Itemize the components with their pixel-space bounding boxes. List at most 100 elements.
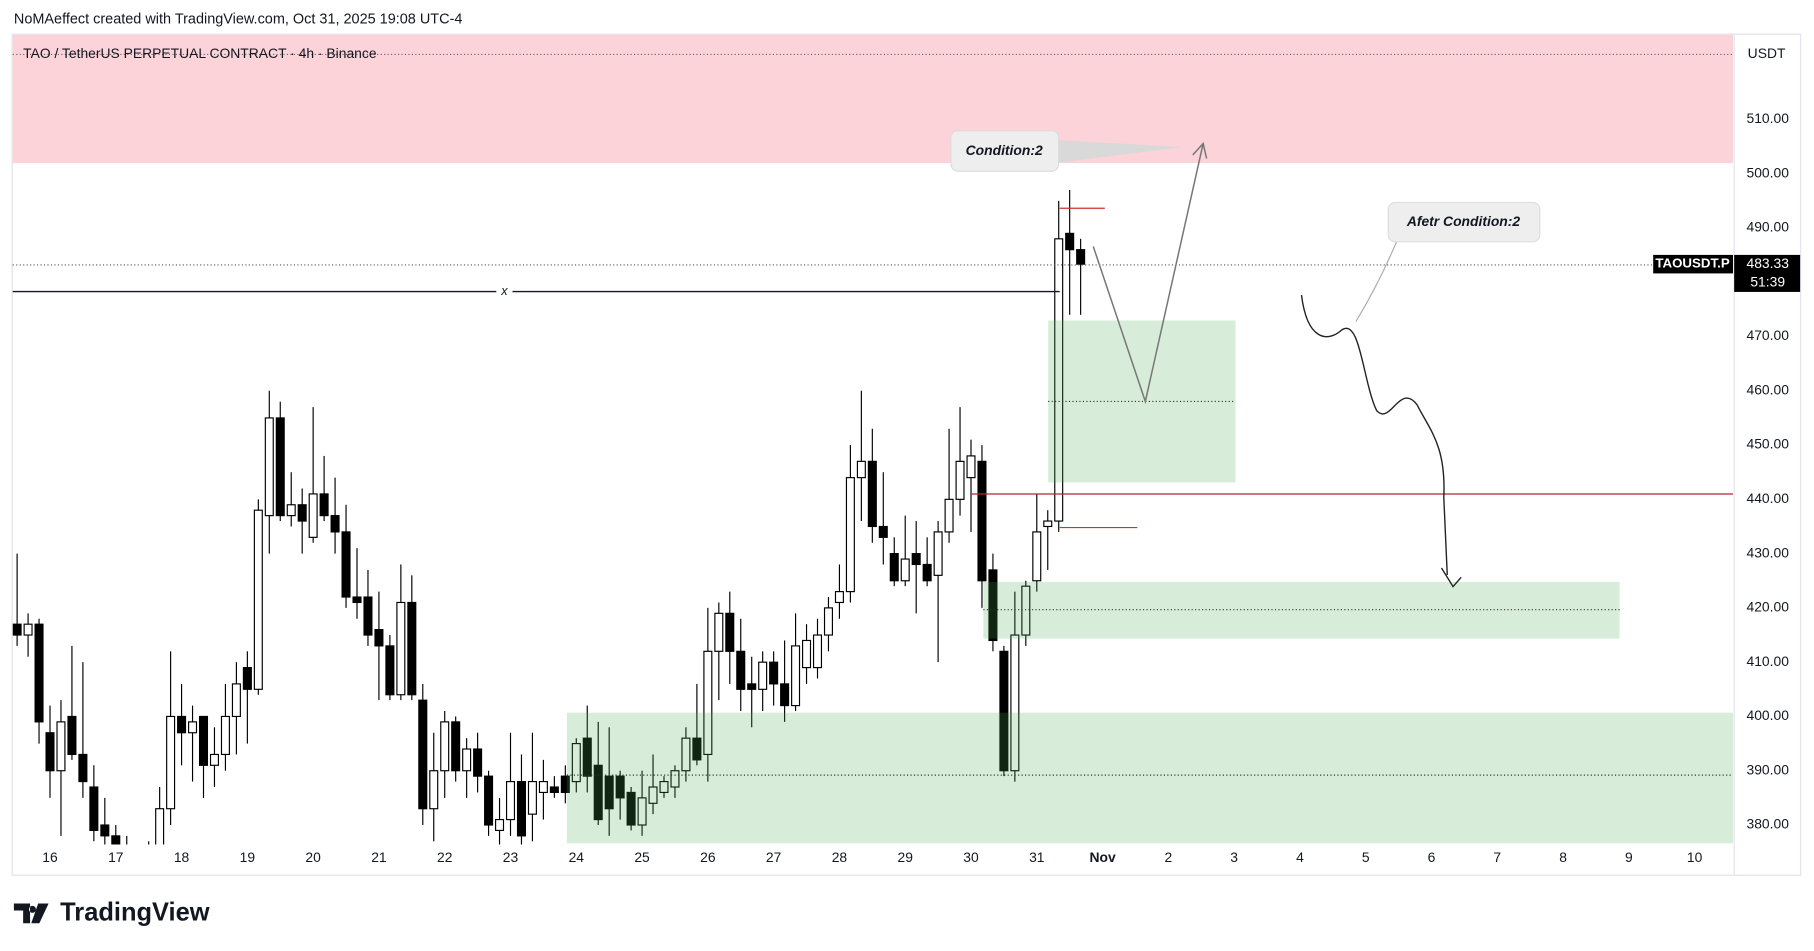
candle-body: [999, 650, 1009, 772]
candle-body: [725, 612, 735, 652]
candle-body: [802, 639, 812, 669]
candle-body: [407, 601, 417, 696]
candle-body: [549, 786, 559, 794]
brand-icon: [13, 903, 49, 924]
x-tick-label: 17: [108, 849, 124, 865]
candle-body: [440, 721, 450, 772]
projection-path: [1300, 294, 1462, 588]
candle-body: [911, 553, 921, 566]
candle-body: [593, 764, 603, 821]
candle-body: [703, 650, 713, 756]
candle-body: [1065, 232, 1075, 251]
x-tick-label: 16: [42, 849, 58, 865]
candle-body: [966, 455, 976, 479]
candle-body: [1021, 585, 1031, 636]
candle-body: [867, 460, 877, 528]
candle-body: [297, 504, 307, 522]
x-tick-label: 18: [174, 849, 190, 865]
candle-body: [111, 835, 121, 845]
credit: NoMAeffect created with TradingView.com,…: [14, 11, 463, 27]
x-tick-label: 4: [1296, 849, 1304, 865]
candle-body: [955, 460, 965, 500]
candle-body: [374, 629, 384, 647]
candle-body: [418, 699, 428, 810]
candle-body: [1054, 238, 1064, 522]
x-tick-label: 20: [305, 849, 321, 865]
candle-body: [198, 715, 209, 766]
candle-body: [604, 775, 614, 810]
y-tick-label: 440.00: [1746, 490, 1789, 506]
callout-text: Afetr Condition:2: [1406, 213, 1521, 229]
candle-body: [220, 715, 230, 756]
candle-body: [253, 509, 263, 690]
demand-zones: [566, 320, 1734, 844]
candle-body: [188, 721, 198, 734]
candle-body: [308, 493, 318, 538]
candle-body: [878, 525, 888, 538]
candle-body: [12, 623, 22, 636]
candle-body: [166, 715, 176, 810]
candle-body: [462, 748, 472, 772]
candle-body: [681, 737, 691, 772]
candle-body: [67, 715, 77, 756]
candle-body: [341, 531, 351, 598]
x-tick-label: 28: [832, 849, 848, 865]
candle-body: [560, 775, 570, 794]
y-tick-label: 450.00: [1746, 436, 1789, 452]
candle-body: [791, 645, 801, 707]
candles: [12, 189, 1086, 845]
x-tick-label: 24: [569, 849, 585, 865]
candle-body: [758, 661, 768, 690]
candle-body: [933, 531, 943, 576]
candle-body: [659, 781, 669, 794]
candle-body: [856, 460, 866, 479]
level-label: x: [500, 283, 508, 298]
candle-body: [495, 819, 505, 832]
callout-tail: [1355, 239, 1399, 322]
candle-body: [637, 797, 647, 826]
candle-body: [900, 558, 910, 582]
demand-zone: [983, 581, 1620, 639]
x-tick-label: 5: [1362, 849, 1370, 865]
candle-body: [670, 770, 680, 788]
x-tick-label: 23: [503, 849, 519, 865]
candle-body: [89, 786, 99, 832]
candle-body: [286, 504, 296, 517]
candle-body: [34, 623, 44, 723]
candle-body: [769, 661, 779, 685]
candle-body: [615, 775, 625, 799]
candle-body: [889, 553, 899, 582]
candle-body: [538, 781, 548, 794]
callout-tail: [1055, 140, 1183, 164]
symbol-badge-bg: [1653, 254, 1734, 274]
candle-body: [648, 786, 658, 804]
x-tick-label: 8: [1559, 849, 1567, 865]
y-tick-label: 490.00: [1746, 219, 1789, 235]
x-tick-label: 30: [963, 849, 979, 865]
callout-box: [1387, 201, 1541, 243]
symbol-title: TAO / TetherUS PERPETUAL CONTRACT · 4h ·…: [23, 45, 377, 61]
price-badge-bg: [1734, 254, 1801, 292]
candle-body: [834, 591, 844, 604]
candle-body: [242, 667, 252, 690]
y-tick-label: 380.00: [1746, 816, 1789, 832]
y-tick-label: 430.00: [1746, 544, 1789, 560]
candle-body: [45, 732, 55, 772]
candle-body: [714, 612, 724, 652]
x-tick-label: 7: [1493, 849, 1501, 865]
callout-text: Condition:2: [966, 142, 1043, 158]
candle-body: [626, 791, 636, 826]
candle-body: [505, 781, 516, 821]
brand-logo: [13, 903, 49, 924]
candle-body: [155, 808, 165, 845]
candle-body: [319, 493, 329, 517]
candle-body: [209, 753, 219, 766]
candle-body: [988, 569, 998, 642]
x-tick-label: 9: [1625, 849, 1633, 865]
candle-body: [516, 781, 526, 837]
candle-body: [1010, 634, 1020, 772]
x-tick-label: 29: [897, 849, 913, 865]
candle-body: [23, 623, 33, 636]
x-tick-label: 2: [1164, 849, 1172, 865]
